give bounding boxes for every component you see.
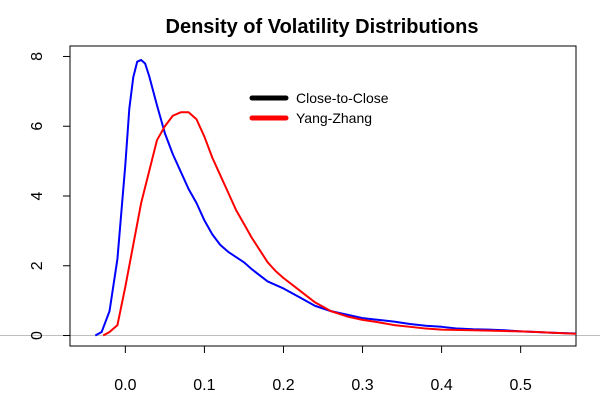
y-tick-label: 4: [29, 191, 46, 200]
x-tick-label: 0.5: [510, 377, 532, 394]
x-tick-label: 0.3: [351, 377, 373, 394]
series-layer: [94, 58, 577, 337]
legend-label: Close-to-Close: [296, 90, 389, 106]
x-tick-label: 0.1: [193, 377, 215, 394]
y-tick-label: 8: [29, 52, 46, 61]
legend-label: Yang-Zhang: [296, 110, 372, 126]
x-tick-label: 0.2: [272, 377, 294, 394]
y-tick-label: 0: [29, 331, 46, 340]
y-tick-label: 6: [29, 122, 46, 131]
x-tick-label: 0.0: [114, 377, 136, 394]
series-line-close-to-close: [94, 58, 577, 337]
x-tick-label: 0.4: [430, 377, 452, 394]
y-tick-label: 2: [29, 261, 46, 270]
legend: Close-to-Close Yang-Zhang: [249, 90, 389, 126]
chart-title: Density of Volatility Distributions: [166, 16, 479, 38]
series-line-yang-zhang: [102, 111, 577, 337]
y-axis: 0 2 4 6 8: [29, 52, 71, 340]
x-axis: 0.0 0.1 0.2 0.3 0.4 0.5: [114, 345, 532, 394]
